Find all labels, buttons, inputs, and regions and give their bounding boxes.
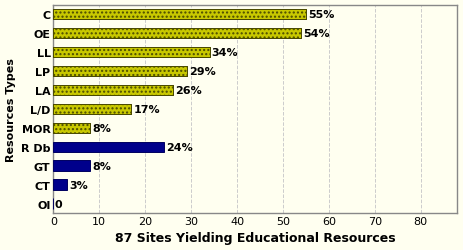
Bar	[53, 161, 90, 171]
Bar	[53, 66, 187, 77]
Bar	[53, 142, 163, 152]
Text: 8%: 8%	[93, 123, 111, 133]
Bar	[53, 85, 173, 96]
Y-axis label: Resources Types: Resources Types	[6, 58, 16, 161]
Text: 55%: 55%	[308, 10, 335, 20]
Text: 3%: 3%	[69, 180, 88, 190]
Bar	[53, 29, 301, 39]
Text: 17%: 17%	[134, 104, 160, 115]
Bar	[53, 29, 301, 39]
Text: 24%: 24%	[166, 142, 193, 152]
Bar	[53, 29, 301, 39]
Bar	[53, 66, 187, 77]
Bar	[53, 10, 306, 20]
Bar	[53, 10, 306, 20]
Bar	[53, 123, 90, 134]
Bar	[53, 85, 173, 96]
X-axis label: 87 Sites Yielding Educational Resources: 87 Sites Yielding Educational Resources	[115, 232, 396, 244]
Bar	[53, 48, 209, 58]
Bar	[53, 85, 173, 96]
Bar	[53, 104, 131, 115]
Text: 8%: 8%	[93, 161, 111, 171]
Text: 54%: 54%	[304, 29, 330, 39]
Bar	[53, 180, 67, 190]
Bar	[53, 104, 131, 115]
Bar	[53, 48, 209, 58]
Text: 29%: 29%	[189, 67, 216, 76]
Text: 26%: 26%	[175, 86, 202, 96]
Text: 34%: 34%	[212, 48, 238, 58]
Bar	[53, 10, 306, 20]
Bar	[53, 104, 131, 115]
Bar	[53, 123, 90, 134]
Bar	[53, 123, 90, 134]
Bar	[53, 48, 209, 58]
Bar	[53, 66, 187, 77]
Text: 0: 0	[55, 199, 63, 209]
